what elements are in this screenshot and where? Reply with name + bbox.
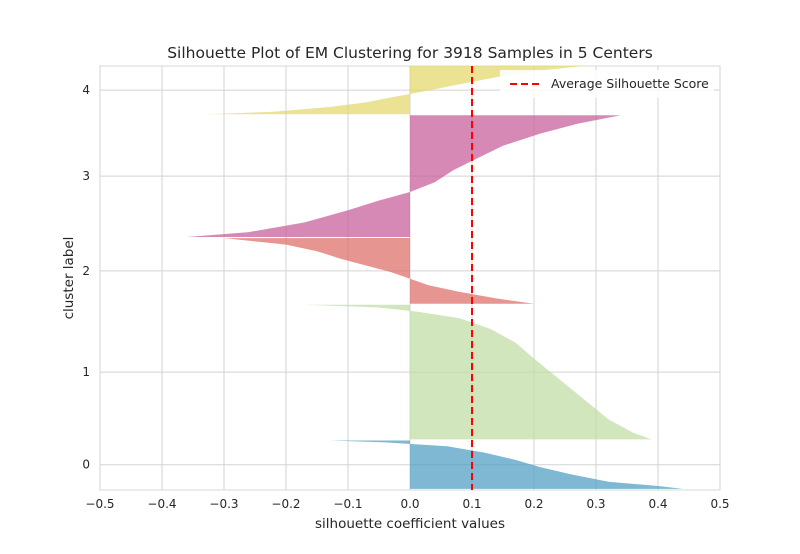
- legend-entry-average-silhouette-score: Average Silhouette Score: [551, 76, 709, 91]
- cluster-label-0: 0: [82, 458, 90, 472]
- legend: Average Silhouette Score: [500, 70, 714, 98]
- x-tick-label: 0.1: [462, 497, 481, 511]
- silhouette-cluster-2: [224, 238, 534, 304]
- cluster-label-3: 3: [82, 169, 90, 183]
- cluster-label-4: 4: [82, 83, 90, 97]
- silhouette-cluster-0: [329, 440, 683, 489]
- chart-title: Silhouette Plot of EM Clustering for 391…: [167, 44, 653, 62]
- x-axis-label: silhouette coefficient values: [315, 516, 505, 532]
- silhouette-cluster-4: [205, 66, 584, 115]
- x-tick-label: 0.5: [710, 497, 729, 511]
- x-tick-label: 0.4: [648, 497, 667, 511]
- x-tick-label: −0.1: [333, 497, 362, 511]
- cluster-label-1: 1: [82, 365, 90, 379]
- tick-labels: −0.5 −0.4 −0.3 −0.2 −0.1 0.0 0.1 0.2 0.3 0.4 0.5 0 1…: [82, 83, 729, 511]
- x-tick-label: −0.2: [271, 497, 300, 511]
- x-tick-label: −0.5: [85, 497, 114, 511]
- x-tick-label: −0.4: [147, 497, 176, 511]
- cluster-silhouettes: [186, 66, 683, 489]
- x-tick-label: 0.3: [586, 497, 605, 511]
- silhouette-cluster-3: [186, 115, 621, 237]
- y-axis-label: cluster label: [61, 237, 77, 320]
- x-tick-label: 0.2: [524, 497, 543, 511]
- silhouette-cluster-1: [304, 304, 652, 440]
- x-tick-label: 0.0: [400, 497, 419, 511]
- x-tick-label: −0.3: [209, 497, 238, 511]
- cluster-label-2: 2: [82, 264, 90, 278]
